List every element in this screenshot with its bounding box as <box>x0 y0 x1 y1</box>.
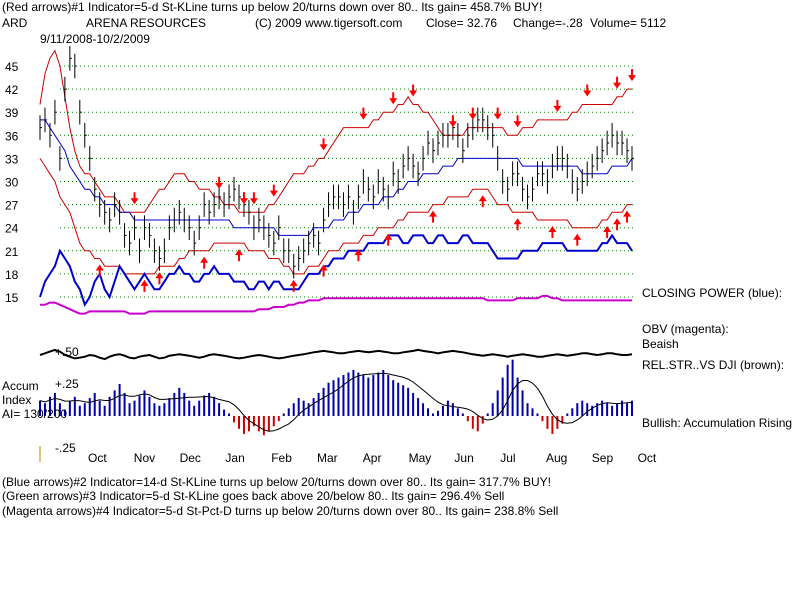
sell-arrow <box>359 107 368 120</box>
close-value: Close= 32.76 <box>426 16 497 30</box>
relstr-series <box>39 348 633 361</box>
buy-arrow <box>155 272 164 285</box>
month-label: Dec <box>180 451 201 465</box>
y-tick-label: 33 <box>5 152 19 166</box>
x-axis-month-labels: Oct Nov Dec Jan Feb Mar Apr May Jun Jul Aug Sep Oct <box>88 451 657 465</box>
change-value: Change=-.28 <box>513 16 583 30</box>
obv-line <box>40 295 632 315</box>
month-label: Jun <box>454 451 473 465</box>
sell-arrow <box>409 84 418 97</box>
obv-label: OBV (magenta): <box>642 322 729 336</box>
sell-arrow <box>239 192 248 205</box>
month-label: Apr <box>363 451 382 465</box>
buy-arrow <box>613 218 622 231</box>
buy-arrow <box>234 249 243 262</box>
y-tick-label: 45 <box>5 60 19 74</box>
month-label: Mar <box>317 451 338 465</box>
sell-arrow <box>448 115 457 128</box>
sell-arrow <box>553 99 562 112</box>
buy-arrow <box>289 279 298 292</box>
moving-average <box>40 119 633 236</box>
accum-index-histogram <box>39 359 633 436</box>
y-tick-label: 21 <box>5 245 19 259</box>
footer-line-4: (Magenta arrows)#4 Indicator=5-d St-Pct-… <box>2 504 558 518</box>
buy-arrow <box>603 226 612 238</box>
buy-arrow <box>573 233 582 246</box>
obv-series <box>40 295 632 315</box>
y-tick-labels: 15 18 21 24 27 30 33 36 39 42 45 <box>5 60 19 305</box>
buy-arrow <box>623 210 632 223</box>
y-tick-label: 39 <box>5 106 19 120</box>
copyright: (C) 2009 www.tigersoft.com <box>255 16 402 30</box>
buy-arrow <box>95 264 104 277</box>
month-label: Oct <box>638 451 657 465</box>
accum-title-2: Index <box>2 393 31 407</box>
buy-arrow <box>478 195 487 208</box>
month-label: Jul <box>500 451 515 465</box>
sell-arrow <box>583 84 592 97</box>
sell-arrow <box>628 69 636 82</box>
accum-neg-tick: -.25 <box>55 441 76 455</box>
volume-value: Volume= 5112 <box>590 16 666 30</box>
closing-power-label: CLOSING POWER (blue): <box>642 286 782 300</box>
ticker: ARD <box>2 16 28 30</box>
month-label: May <box>409 451 432 465</box>
accum-pos-tick: +.25 <box>55 377 79 391</box>
sell-arrow <box>249 192 258 205</box>
y-tick-label: 15 <box>5 291 19 305</box>
footer-line-2: (Blue arrows)#2 Indicator=14-d St-KLine … <box>2 475 551 489</box>
date-range: 9/11/2008-10/2/2009 <box>40 32 150 46</box>
sell-arrow <box>215 176 224 189</box>
closing-power-line <box>39 233 633 308</box>
y-tick-label: 24 <box>5 222 19 236</box>
y-tick-label: 36 <box>5 129 19 143</box>
accum-status: Bullish: Accumulation Rising <box>642 416 792 430</box>
sell-arrow <box>389 92 398 105</box>
buy-arrow <box>384 233 393 246</box>
bollinger-bands <box>39 49 633 275</box>
sell-arrow <box>130 192 139 205</box>
signal-arrows <box>95 69 636 292</box>
month-label: Jan <box>225 451 244 465</box>
price-grid <box>60 65 636 298</box>
buy-arrow <box>513 218 522 231</box>
buy-arrow <box>429 210 438 223</box>
footer-line-3: (Green arrows)#3 Indicator=5-d St-KLine … <box>2 489 504 503</box>
y-tick-label: 30 <box>5 176 19 190</box>
month-label: Sep <box>592 451 614 465</box>
y-tick-label: 27 <box>5 199 19 213</box>
company-name: ARENA RESOURCES <box>86 16 206 30</box>
buy-arrow <box>354 249 363 262</box>
closing-power-series <box>39 233 633 308</box>
buy-arrow <box>319 264 328 277</box>
month-label: Aug <box>546 451 567 465</box>
y-tick-label: 42 <box>5 83 19 97</box>
buy-arrow <box>140 279 149 292</box>
header-line-1: (Red arrows)#1 Indicator=5-d St-KLine tu… <box>2 0 542 14</box>
relstr-tick: +.50 <box>55 345 79 359</box>
lower-band <box>39 158 632 275</box>
sell-arrow <box>269 184 278 197</box>
month-label: Oct <box>88 451 107 465</box>
sell-arrow <box>613 76 622 89</box>
buy-arrow <box>200 256 209 269</box>
accum-title-1: Accum <box>2 379 39 393</box>
ai-value: AI= 130/200 <box>2 407 67 421</box>
price-bars <box>39 45 634 279</box>
relstr-line <box>39 348 633 361</box>
upper-band <box>39 49 632 213</box>
relstr-label: REL.STR..VS DJI (brown): <box>642 358 784 372</box>
month-label: Nov <box>134 451 155 465</box>
sell-arrow <box>513 115 522 128</box>
month-label: Feb <box>271 451 292 465</box>
buy-arrow <box>548 226 557 238</box>
y-tick-label: 18 <box>5 268 19 282</box>
sell-arrow <box>468 107 477 120</box>
sell-arrow <box>319 138 328 151</box>
obv-status: Beaish <box>642 337 679 351</box>
accum-average <box>39 372 633 432</box>
sell-arrow <box>493 107 502 120</box>
